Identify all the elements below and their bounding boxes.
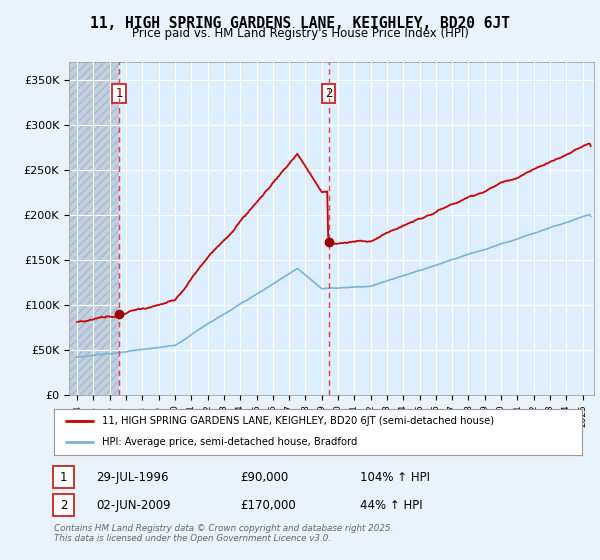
Text: 1: 1 [60, 470, 67, 484]
Text: 104% ↑ HPI: 104% ↑ HPI [360, 470, 430, 484]
Text: 11, HIGH SPRING GARDENS LANE, KEIGHLEY, BD20 6JT: 11, HIGH SPRING GARDENS LANE, KEIGHLEY, … [90, 16, 510, 31]
Text: 1: 1 [115, 87, 123, 100]
Text: 2: 2 [60, 498, 67, 512]
Text: Contains HM Land Registry data © Crown copyright and database right 2025.
This d: Contains HM Land Registry data © Crown c… [54, 524, 394, 543]
Text: HPI: Average price, semi-detached house, Bradford: HPI: Average price, semi-detached house,… [101, 437, 357, 447]
Text: £170,000: £170,000 [240, 498, 296, 512]
Text: £90,000: £90,000 [240, 470, 288, 484]
Bar [329, 62, 594, 395]
Text: 02-JUN-2009: 02-JUN-2009 [96, 498, 170, 512]
Text: 44% ↑ HPI: 44% ↑ HPI [360, 498, 422, 512]
Bar [69, 62, 119, 395]
Text: Price paid vs. HM Land Registry's House Price Index (HPI): Price paid vs. HM Land Registry's House … [131, 27, 469, 40]
Text: 29-JUL-1996: 29-JUL-1996 [96, 470, 169, 484]
Text: 11, HIGH SPRING GARDENS LANE, KEIGHLEY, BD20 6JT (semi-detached house): 11, HIGH SPRING GARDENS LANE, KEIGHLEY, … [101, 416, 494, 426]
Bar [119, 62, 329, 395]
Text: 2: 2 [325, 87, 332, 100]
Bar [69, 62, 119, 395]
